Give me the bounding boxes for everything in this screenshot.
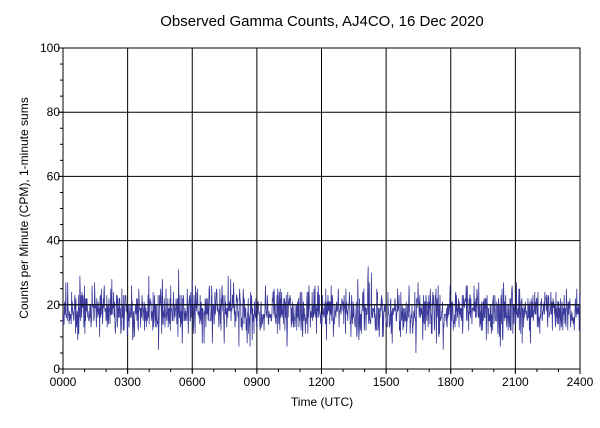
- series-gamma-counts: [62, 266, 581, 353]
- x-tick-label-2100: 2100: [502, 375, 529, 389]
- x-tick-label-1200: 1200: [308, 375, 335, 389]
- y-tick-label-20: 20: [47, 298, 61, 312]
- x-tick-label-0900: 0900: [244, 375, 271, 389]
- x-axis-tick-labels: 0000 0300 0600 0900 1200 1500 1800 2100 2400: [50, 375, 594, 389]
- x-tick-label-0600: 0600: [179, 375, 206, 389]
- y-tick-label-0: 0: [53, 362, 60, 376]
- x-tick-label-2400: 2400: [567, 375, 594, 389]
- y-tick-label-100: 100: [40, 41, 60, 55]
- y-tick-label-60: 60: [47, 169, 61, 183]
- x-tick-label-1500: 1500: [373, 375, 400, 389]
- y-tick-label-80: 80: [47, 105, 61, 119]
- y-axis-label: Counts per Minute (CPM), 1-minute sums: [17, 97, 31, 318]
- x-axis-label: Time (UTC): [291, 395, 353, 409]
- minor-ticks: [58, 47, 581, 374]
- x-tick-label-0000: 0000: [50, 375, 77, 389]
- chart-title: Observed Gamma Counts, AJ4CO, 16 Dec 202…: [160, 13, 484, 30]
- y-tick-label-40: 40: [47, 234, 61, 248]
- y-axis-tick-labels: 0 20 40 60 80 100: [40, 41, 60, 376]
- x-tick-label-0300: 0300: [114, 375, 141, 389]
- series-line-gamma-counts: [62, 266, 581, 353]
- plot-area: [58, 47, 581, 374]
- x-tick-label-1800: 1800: [437, 375, 464, 389]
